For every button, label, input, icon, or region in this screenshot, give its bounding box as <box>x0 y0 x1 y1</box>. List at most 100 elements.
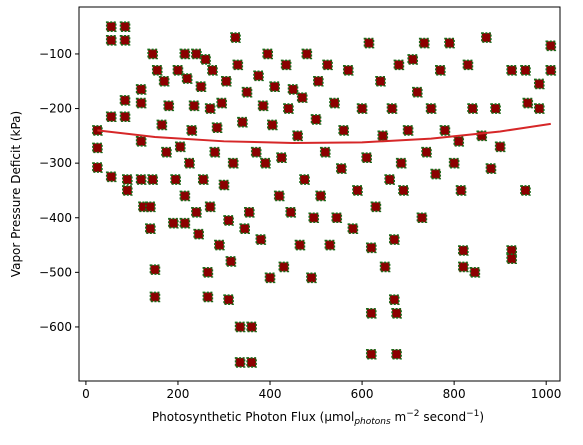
scatter-point <box>223 294 234 305</box>
scatter-point <box>138 201 149 213</box>
scatter-point <box>105 35 117 46</box>
scatter-point <box>230 32 241 43</box>
scatter-point <box>92 162 103 173</box>
scatter-point <box>214 239 225 251</box>
scatter-point <box>92 142 103 154</box>
scatter-point <box>342 65 354 76</box>
scatter-point <box>356 103 368 114</box>
scatter-point <box>262 48 274 60</box>
y-tick-label: −100 <box>39 47 72 61</box>
scatter-point <box>122 174 133 185</box>
scatter-point <box>308 212 320 224</box>
scatter-point <box>260 157 271 169</box>
scatter-point <box>234 357 246 368</box>
scatter-point <box>545 40 557 52</box>
scatter-point <box>324 239 336 251</box>
scatter-point <box>545 65 557 76</box>
scatter-point <box>361 152 372 163</box>
scatter-point <box>435 65 446 76</box>
scatter-point <box>174 141 186 153</box>
scatter-point <box>467 103 478 114</box>
scatter-point <box>181 73 193 84</box>
scatter-point <box>338 125 349 136</box>
scatter-point <box>149 291 161 303</box>
scatter-point <box>520 185 531 196</box>
scatter-point <box>202 267 214 278</box>
scatter-point <box>363 37 375 49</box>
scatter-point <box>276 152 287 163</box>
scatter-point <box>191 206 202 218</box>
scatter-point <box>234 321 246 333</box>
scatter-point <box>122 185 133 196</box>
scatter-point <box>384 174 395 185</box>
scatter-point <box>278 261 290 273</box>
scatter-point <box>264 272 276 284</box>
scatter-point <box>269 81 280 93</box>
scatter-point <box>255 234 267 245</box>
scatter-point <box>329 97 340 109</box>
scatter-point <box>375 75 386 87</box>
scatter-point <box>179 190 191 202</box>
plot-frame <box>78 6 561 382</box>
x-tick-label: 400 <box>259 387 282 401</box>
scatter-point <box>218 179 230 191</box>
scatter-point <box>237 116 248 128</box>
scatter-point <box>393 59 405 71</box>
scatter-point <box>458 261 469 273</box>
scatter-point <box>395 157 407 169</box>
scatter-point <box>319 146 331 158</box>
scatter-point <box>135 84 147 95</box>
scatter-point <box>250 146 262 158</box>
scatter-point <box>105 111 117 123</box>
scatter-point <box>163 100 175 112</box>
x-axis-label: Photosynthetic Photon Flux (µmolphotons … <box>152 409 484 427</box>
scatter-point <box>421 146 432 158</box>
scatter-point <box>184 157 195 169</box>
scatter-point <box>347 223 359 234</box>
scatter-point <box>197 174 209 185</box>
scatter-point <box>119 35 131 46</box>
scatter-point <box>105 21 117 32</box>
scatter-point <box>379 261 391 273</box>
scatter-point <box>455 185 467 196</box>
scatter-point <box>209 146 221 158</box>
scatter-point <box>149 264 161 275</box>
scatter-point <box>315 190 326 202</box>
scatter-point <box>246 321 257 333</box>
scatter-point <box>244 206 255 218</box>
scatter-point <box>156 119 168 131</box>
scatter-point <box>223 215 234 226</box>
y-tick-label: −200 <box>39 102 72 116</box>
scatter-point <box>145 223 156 234</box>
scatter-point <box>227 157 239 169</box>
scatter-point <box>186 125 198 136</box>
scatter-point <box>306 272 317 284</box>
scatter-point <box>200 54 211 65</box>
scatter-point <box>310 114 322 125</box>
scatter-point <box>253 70 264 82</box>
scatter-point <box>430 168 442 180</box>
scatter-point <box>135 174 147 185</box>
scatter-point <box>388 294 400 305</box>
scatter-point <box>195 81 207 93</box>
scatter-point <box>370 201 382 213</box>
scatter-point <box>105 171 117 183</box>
scatter-point <box>283 103 294 114</box>
scatter-point <box>458 245 469 256</box>
scatter-point <box>273 190 285 202</box>
scatter-point <box>533 78 545 90</box>
scatter-point <box>494 141 506 153</box>
scatter-point <box>239 223 251 234</box>
scatter-point <box>506 65 517 76</box>
scatter-point <box>170 174 181 185</box>
scatter-point <box>398 185 409 196</box>
scatter-point <box>119 111 131 123</box>
scatter-point <box>412 86 423 98</box>
scatter-point <box>331 212 343 224</box>
scatter-point <box>145 201 156 213</box>
scatter-point <box>241 86 253 98</box>
scatter-point <box>232 59 244 71</box>
scatter-point <box>365 307 377 319</box>
scatter-point <box>294 239 306 251</box>
